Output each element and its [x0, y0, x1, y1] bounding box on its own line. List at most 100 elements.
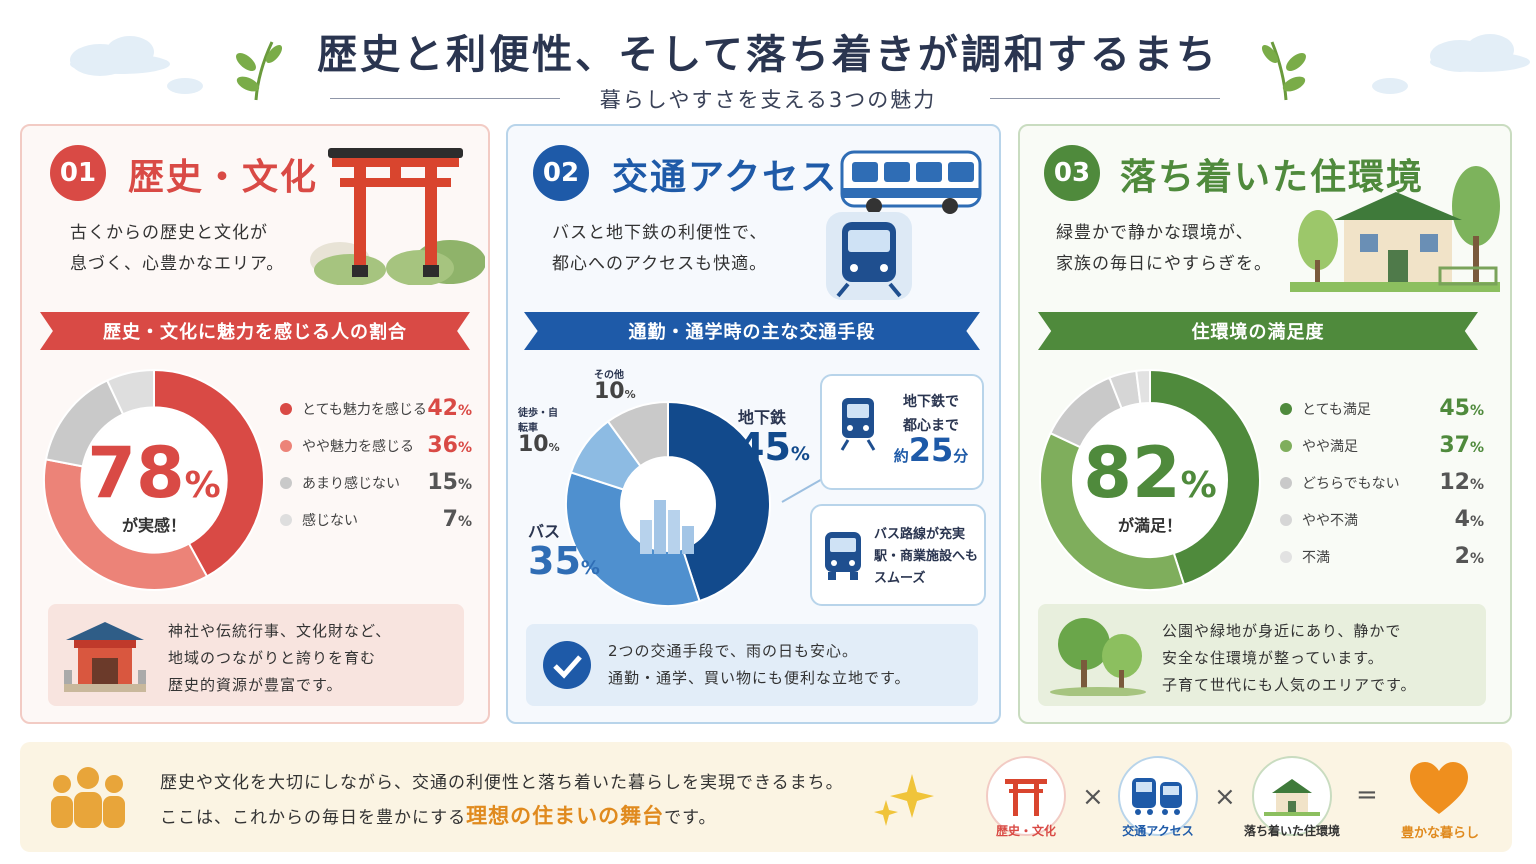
callout-text: バス路線が充実 駅・商業施設へも スムーズ: [874, 527, 979, 586]
pie-label-category: 地下鉄: [738, 408, 787, 427]
pie-label-value: 35%: [528, 539, 600, 583]
times-sign: ×: [1214, 782, 1236, 812]
shrine-icon: [62, 618, 148, 698]
footer-line-1: 歴史や文化を大切にしながら、交通の利便性と落ち着いた暮らしを実現できるまち。: [160, 773, 844, 793]
page-subtitle: 暮らしやすさを支える3つの魅力: [599, 88, 937, 112]
donut-center: 78% が実感！: [42, 438, 266, 536]
legend-swatch: [1280, 439, 1292, 452]
pie-label: その他 10%: [594, 366, 636, 403]
legend-value: 36%: [427, 433, 472, 458]
decoration-clouds-right: [1340, 30, 1530, 104]
donut-chart-history: [42, 368, 266, 596]
legend-label: やや不満: [1302, 512, 1358, 529]
legend-value: 2%: [1454, 544, 1484, 569]
legend-value: 45%: [1439, 396, 1484, 421]
pie-label: バス 35%: [528, 518, 600, 580]
legend: とても満足 45% やや満足 37% どちらでもない 12% やや不満 4% 不満 2%: [1280, 390, 1484, 575]
legend-swatch: [280, 402, 292, 415]
legend-swatch: [280, 476, 292, 489]
card-number: 03: [1044, 145, 1100, 201]
donut-slice-1: [1149, 368, 1261, 586]
legend: とても魅力を感じる 42% やや魅力を感じる 36% あまり感じない 15% 感じない 7%: [280, 390, 472, 538]
donut-slice-4: [606, 400, 669, 468]
chart-ribbon-title: 通勤・通学時の主な交通手段: [524, 312, 980, 350]
bus-icon: [1132, 778, 1182, 815]
note-text: 2つの交通手段で、雨の日も安心。 通勤・通学、買い物にも便利な立地です。: [608, 642, 911, 687]
divider: [990, 98, 1220, 99]
badge-label: 歴史・文化: [995, 824, 1056, 838]
pie-label-value: 10%: [594, 379, 636, 404]
badge-label: 落ち着いた住環境: [1243, 824, 1340, 838]
donut-hole: [82, 408, 226, 552]
train-icon: [826, 212, 912, 306]
house-icon: [1264, 779, 1320, 816]
legend-label: やや満足: [1302, 438, 1358, 455]
legend-value: 37%: [1439, 433, 1484, 458]
bus-icon: [840, 150, 982, 220]
train-icon: [838, 396, 878, 458]
pie-label-category: その他: [594, 370, 624, 381]
times-sign: ×: [1082, 782, 1104, 812]
house-icon: [1290, 156, 1502, 300]
torii-icon: [310, 140, 486, 289]
bus-icon: [822, 530, 864, 586]
center-caption: が満足！: [1117, 516, 1182, 535]
card-number: 02: [533, 145, 589, 201]
note-box: [526, 624, 978, 706]
torii-icon: [1005, 779, 1047, 816]
note-text: 公園や緑地が身近にあり、静かで 安全な住環境が整っています。 子育て世代にも人気…: [1162, 622, 1417, 694]
city-skyline-icon: [632, 486, 704, 562]
pie-label: 地下鉄 45%: [738, 404, 810, 466]
donut-slice-5: [1135, 368, 1151, 405]
card-number: 01: [50, 145, 106, 201]
card-description: 緑豊かで静かな環境が、 家族の毎日にやすらぎを。: [1056, 223, 1272, 274]
sparkle-icon: [872, 770, 936, 834]
legend-swatch: [280, 439, 292, 452]
legend-value: 7%: [442, 507, 472, 532]
card-description: バスと地下鉄の利便性で、 都心へのアクセスも快適。: [552, 223, 768, 274]
legend-label: やや魅力を感じる: [302, 438, 414, 455]
legend-label: とても満足: [1302, 401, 1371, 418]
legend-label: とても魅力を感じる: [302, 401, 427, 418]
donut-chart-living: [1038, 368, 1262, 596]
legend-value: 15%: [427, 470, 472, 495]
legend-row: あまり感じない 15%: [280, 464, 472, 501]
badge-living: [1252, 756, 1332, 836]
center-value: 78: [87, 432, 185, 514]
card-title: 落ち着いた住環境: [1120, 157, 1425, 198]
pie-label-value: 10%: [518, 432, 560, 457]
note-text: 神社や伝統行事、文化財など、 地域のつながりと誇りを育む 歴史的資源が豊富です。: [168, 622, 392, 694]
legend-row: 感じない 7%: [280, 501, 472, 538]
legend-label: どちらでもない: [1302, 475, 1400, 492]
page-title: 歴史と利便性、そして落ち着きが調和するまち: [317, 32, 1219, 78]
family-icon: [46, 766, 130, 834]
donut-hole: [1074, 404, 1226, 556]
trees-icon: [1048, 614, 1148, 700]
donut-slice-1: [153, 368, 265, 578]
badge-history: [986, 756, 1066, 836]
legend-swatch: [1280, 550, 1292, 563]
pie-label-category: バス: [528, 522, 561, 541]
chart-ribbon-title: 歴史・文化に魅力を感じる人の割合: [40, 312, 470, 350]
heart-icon: [1408, 760, 1470, 820]
badge-transport: [1118, 756, 1198, 836]
card-description: 古くからの歴史と文化が 息づく、心豊かなエリア。: [70, 223, 285, 274]
legend-value: 12%: [1439, 470, 1484, 495]
center-caption: が実感！: [121, 516, 186, 535]
badge-label: 交通アクセス: [1122, 824, 1194, 838]
result-label: 豊かな暮らし: [1400, 826, 1479, 841]
card-title: 交通アクセス: [612, 157, 839, 198]
legend-label: あまり感じない: [302, 475, 400, 492]
legend-label: 感じない: [302, 512, 358, 529]
footer-emphasis: 理想の住まいの舞台: [466, 804, 665, 828]
legend-label: 不満: [1302, 549, 1330, 566]
legend-row: やや魅力を感じる 36%: [280, 427, 472, 464]
chart-ribbon-title: 住環境の満足度: [1038, 312, 1478, 350]
leaf-icon: [228, 32, 284, 106]
center-value: 82: [1083, 432, 1181, 514]
legend-row: どちらでもない 12%: [1280, 464, 1484, 501]
equals-sign: =: [1356, 780, 1378, 810]
donut-slice-2: [1039, 431, 1186, 591]
legend-row: とても満足 45%: [1280, 390, 1484, 427]
donut-slice-2: [43, 458, 209, 591]
